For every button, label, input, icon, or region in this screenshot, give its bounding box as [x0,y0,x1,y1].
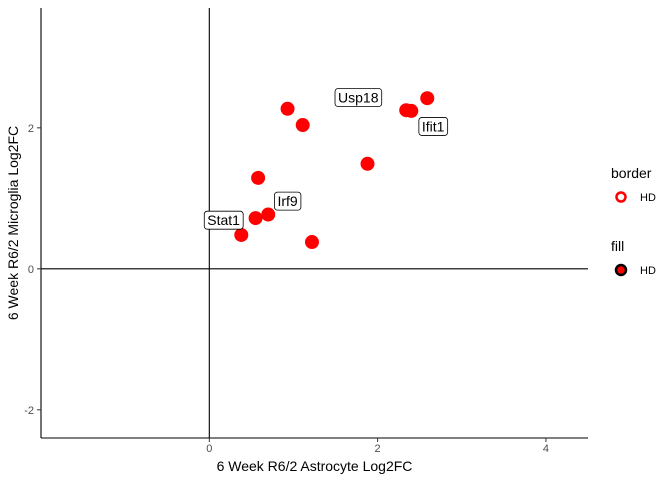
gene-label-box [203,210,244,230]
data-point [248,211,263,226]
data-point [295,118,310,133]
data-point [261,207,276,222]
data-point [420,91,435,106]
gene-label-box [418,117,449,136]
y-tick-label: 0 [28,264,34,276]
gene-label: Irf9 [277,193,297,209]
legend-title-fill: fill [611,238,624,254]
x-tick-label: 4 [543,443,549,455]
gene-label: Stat1 [207,212,240,228]
gene-label-box [274,191,302,211]
legend-title-border: border [611,165,652,181]
data-point [280,101,295,116]
data-point [360,156,375,171]
gene-label: Usp18 [338,90,379,106]
data-point [304,235,319,250]
y-tick-label: 2 [28,123,34,135]
legend-key-label: HD [640,192,656,204]
gene-label: Ifit1 [422,118,445,134]
data-point [404,103,419,118]
y-tick-label: -2 [24,405,34,417]
x-tick-label: 0 [206,443,212,455]
data-point [251,170,266,185]
legend-key-label: HD [640,265,656,277]
legend-key-ring [615,191,627,203]
x-tick-label: 2 [375,443,381,455]
gene-label-box [334,88,383,107]
legend-key-filled [614,263,628,277]
data-point [234,227,249,242]
x-axis-title: 6 Week R6/2 Astrocyte Log2FC [217,458,413,474]
y-axis-title: 6 Week R6/2 Microglia Log2FC [5,126,21,320]
